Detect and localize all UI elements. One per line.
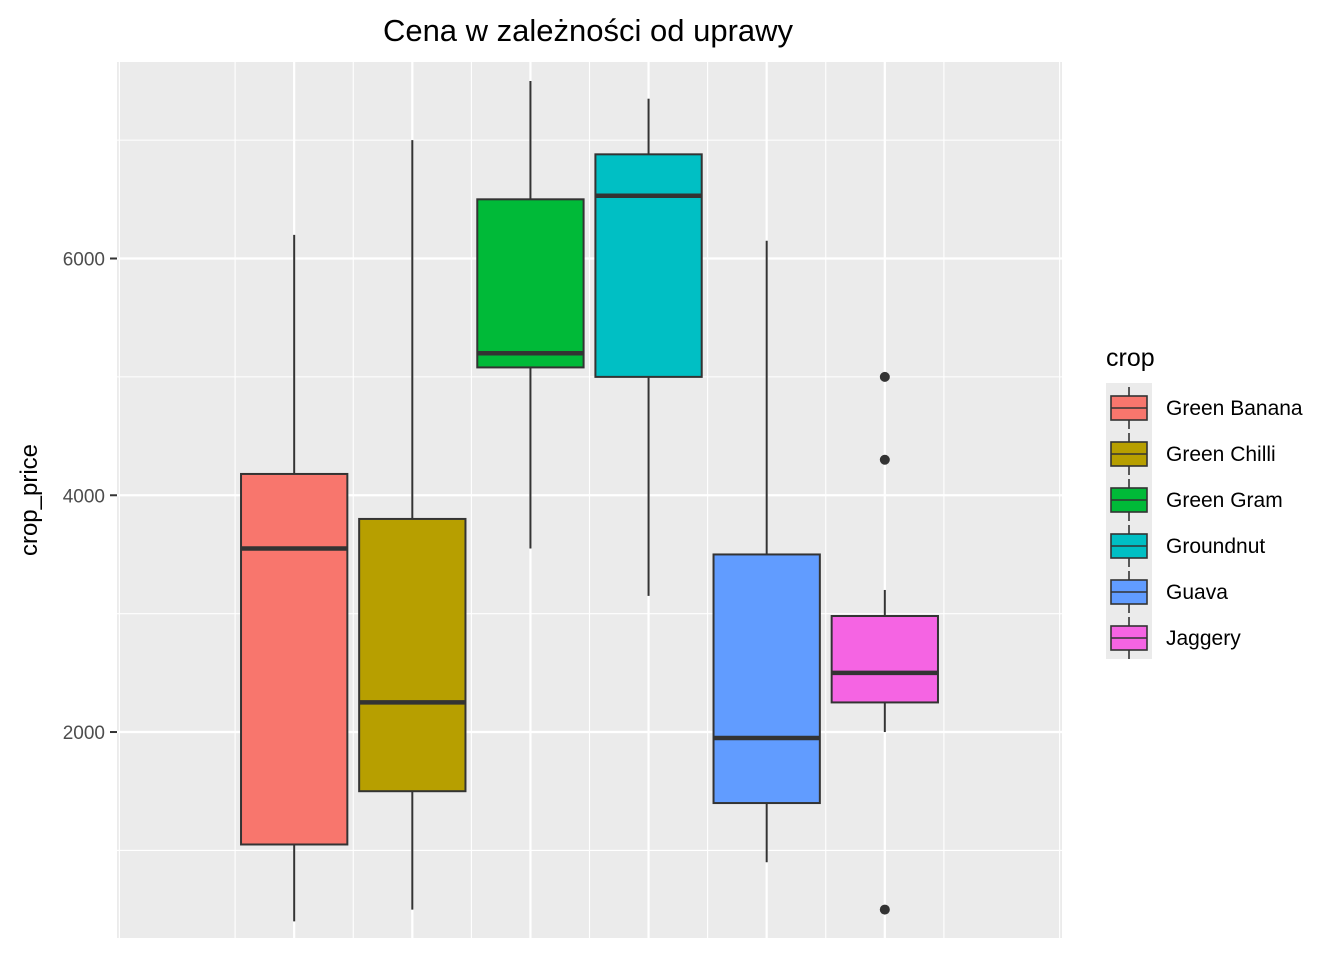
- legend-item-green-chilli: Green Chilli: [1110, 433, 1276, 475]
- box-groundnut: [594, 98, 703, 596]
- y-axis-label: crop_price: [16, 444, 43, 556]
- plot-panel: [117, 62, 1062, 938]
- legend-label: Green Chilli: [1166, 443, 1276, 466]
- box-guava: [712, 240, 821, 863]
- y-axis-tick-label: 6000: [63, 250, 105, 271]
- minor-gridlines: [117, 62, 1062, 938]
- chart-title: Cena w zależności od uprawy: [383, 13, 794, 48]
- outlier-point: [879, 371, 890, 382]
- box-iqr: [594, 153, 703, 378]
- box-green-banana: [240, 234, 349, 922]
- y-axis: 2000 4000 6000: [63, 250, 117, 744]
- legend-item-green-gram: Green Gram: [1110, 479, 1283, 521]
- box-jaggery: [830, 371, 939, 915]
- legend-label: Jaggery: [1166, 627, 1241, 650]
- box-green-gram: [476, 80, 585, 549]
- box-green-chilli: [358, 140, 467, 910]
- boxes: [240, 80, 939, 922]
- legend-title: crop: [1106, 344, 1155, 372]
- outlier-point: [879, 454, 890, 465]
- legend-label: Guava: [1166, 581, 1228, 604]
- outlier-point: [879, 904, 890, 915]
- legend-item-jaggery: Jaggery: [1110, 617, 1241, 659]
- legend-item-guava: Guava: [1110, 571, 1228, 613]
- box-iqr: [712, 553, 821, 805]
- y-axis-tick-label: 4000: [63, 486, 105, 507]
- legend-label: Green Banana: [1166, 397, 1303, 420]
- legend-label: Green Gram: [1166, 489, 1283, 512]
- legend-item-groundnut: Groundnut: [1110, 525, 1265, 567]
- box-iqr: [240, 472, 349, 846]
- y-axis-tick-label: 2000: [63, 723, 105, 744]
- legend-label: Groundnut: [1166, 535, 1265, 558]
- legend-item-green-banana: Green Banana: [1110, 387, 1303, 429]
- box-iqr: [358, 517, 467, 793]
- legend-items: Green Banana Green Chilli Green Gram Ground…: [1110, 387, 1303, 659]
- box-iqr: [476, 198, 585, 369]
- box-iqr: [830, 615, 939, 704]
